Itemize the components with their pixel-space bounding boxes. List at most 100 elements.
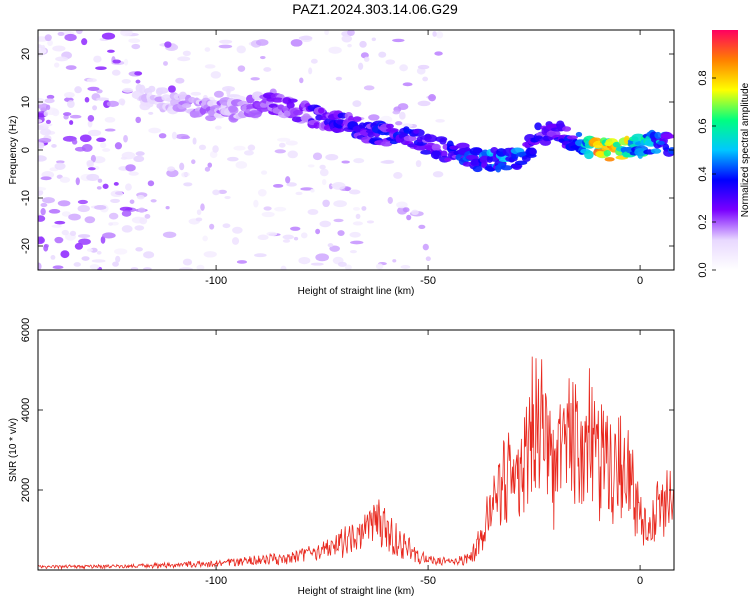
spectrogram-x-axis-label: Height of straight line (km) (298, 286, 415, 297)
spectrogram-noise-cell (69, 230, 77, 236)
spectrogram-noise-cell (123, 58, 129, 66)
spectrogram-ridge-cell (228, 105, 238, 113)
spectrogram-noise-cell (43, 111, 49, 117)
spectrogram-noise-cell (57, 31, 65, 36)
spectrogram-ridge-cell (181, 103, 192, 109)
spectrogram-noise-cell (55, 56, 69, 62)
spectrogram-noise-cell (48, 209, 61, 214)
spectrogram-noise-cell (207, 162, 213, 168)
spectrogram-noise-cell (198, 144, 207, 151)
spectrogram-noise-cell (38, 119, 43, 123)
spectrogram-noise-cell (295, 191, 303, 196)
spectrogram-noise-cell (352, 100, 362, 108)
spectrogram-x-tick-label: -50 (420, 275, 436, 287)
spectrogram-noise-cell (87, 114, 95, 122)
spectrogram-noise-cell (38, 189, 44, 197)
spectrogram-noise-cell (308, 67, 313, 75)
spectrogram-noise-cell (307, 209, 319, 215)
spectrogram-noise-cell (114, 142, 123, 150)
spectrogram-noise-cell (93, 55, 102, 63)
spectrogram-noise-cell (87, 86, 100, 91)
snr-x-axis-label: Height of straight line (km) (298, 586, 415, 597)
spectrogram-noise-cell (74, 242, 84, 250)
spectrogram-noise-cell (51, 144, 57, 148)
spectrogram-noise-cell (192, 137, 197, 145)
spectrogram-noise-cell (347, 30, 355, 37)
spectrogram-ridge-cell (472, 147, 483, 154)
spectrogram-noise-cell (38, 236, 45, 245)
snr-y-axis-label: SNR (10 * v/v) (8, 418, 19, 482)
spectrogram-ridge-cell (667, 147, 674, 155)
spectrogram-ridge-cell (562, 126, 572, 132)
spectrogram-ridge-cell (440, 150, 448, 158)
spectrogram-y-tick-label: 0 (20, 147, 32, 153)
spectrogram-ridge-cell (413, 144, 428, 151)
spectrogram-ridge-cell (514, 160, 528, 166)
spectrogram-noise-cell (387, 196, 393, 204)
spectrogram-noise-cell (134, 71, 143, 76)
spectrogram-noise-cell (344, 187, 351, 192)
spectrogram-noise-cell (190, 91, 202, 96)
spectrogram-noise-cell (319, 164, 326, 170)
spectrogram-noise-cell (65, 65, 77, 71)
spectrogram-noise-cell (274, 206, 287, 212)
spectrogram-noise-cell (282, 234, 294, 240)
spectrogram-noise-cell (280, 265, 287, 270)
spectrogram-noise-cell (196, 209, 202, 216)
spectrogram-noise-cell (231, 237, 240, 245)
spectrogram-noise-cell (331, 182, 346, 190)
spectrogram-ridge-cell (534, 135, 544, 142)
spectrogram-noise-cell (396, 201, 408, 209)
spectrogram-noise-cell (86, 173, 100, 182)
spectrogram-noise-cell (341, 160, 350, 164)
spectrogram-noise-cell (84, 216, 96, 224)
spectrogram-noise-cell (130, 267, 139, 270)
spectrogram-noise-cell (226, 88, 231, 96)
spectrogram-noise-cell (128, 38, 141, 44)
spectrogram-noise-cell (53, 62, 60, 68)
spectrogram-noise-cell (47, 39, 53, 47)
spectrogram-noise-cell (399, 64, 408, 72)
spectrogram-ridge-cell (385, 127, 399, 133)
spectrogram-noise-cell (195, 217, 203, 222)
spectrogram-ridge-cell (286, 101, 295, 109)
spectrogram-noise-cell (435, 118, 445, 123)
spectrogram-noise-cell (224, 195, 231, 200)
spectrogram-noise-cell (359, 40, 367, 48)
spectrogram-noise-cell (347, 43, 352, 48)
spectrogram-noise-cell (282, 239, 291, 243)
spectrogram-noise-cell (422, 76, 429, 82)
spectrogram-noise-cell (143, 267, 152, 270)
spectrogram-noise-cell (92, 105, 98, 111)
spectrogram-noise-cell (114, 248, 128, 255)
colorbar: 0.0 0.2 0.4 0.6 0.8 Normalized spectral ampl… (697, 30, 750, 278)
spectrogram-noise-cell (380, 160, 394, 164)
snr-series-line (38, 356, 674, 570)
spectrogram-noise-cell (191, 159, 196, 165)
snr-panel: -100 -50 0 2000 4000 6000 Height of straight … (8, 318, 675, 597)
spectrogram-noise-cell (400, 265, 411, 269)
spectrogram-ridge-cell (178, 91, 188, 100)
spectrogram-noise-cell (260, 170, 268, 175)
spectrogram-noise-cell (40, 176, 52, 181)
spectrogram-noise-cell (137, 207, 146, 213)
spectrogram-noise-cell (182, 50, 191, 56)
spectrogram-ridge-cell (604, 157, 615, 162)
spectrogram-noise-cell (54, 220, 66, 225)
spectrogram-noise-cell (78, 238, 91, 245)
spectrogram-ridge-cell (657, 140, 665, 145)
spectrogram-noise-cell (44, 34, 52, 42)
spectrogram-noise-cell (177, 56, 191, 62)
spectrogram-noise-cell (182, 258, 193, 266)
spectrogram-noise-cell (134, 225, 145, 231)
spectrogram-ridge-cell (431, 143, 441, 151)
spectrogram-ridge-cell (271, 97, 285, 103)
spectrogram-noise-cell (395, 121, 403, 126)
spectrogram-noise-cell (112, 59, 121, 64)
spectrogram-noise-cell (119, 206, 133, 212)
spectrogram-noise-cell (355, 213, 361, 220)
spectrogram-noise-cell (135, 151, 145, 156)
colorbar-tick-label: 0.2 (697, 214, 709, 229)
